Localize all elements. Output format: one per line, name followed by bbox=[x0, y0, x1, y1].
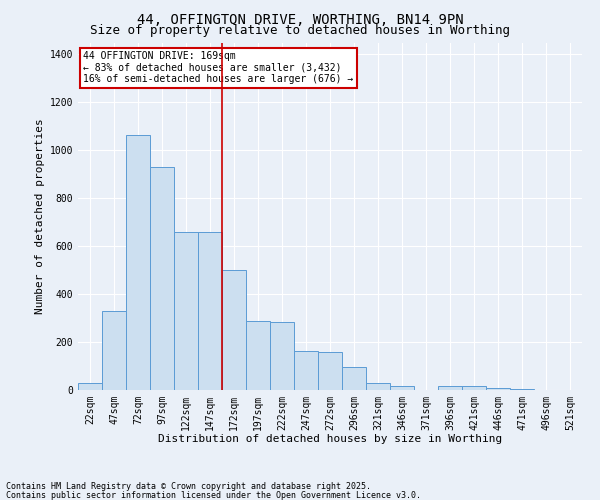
Bar bbox=[246, 320, 270, 390]
Text: Contains HM Land Registry data © Crown copyright and database right 2025.: Contains HM Land Registry data © Crown c… bbox=[6, 482, 371, 491]
Text: 44, OFFINGTON DRIVE, WORTHING, BN14 9PN: 44, OFFINGTON DRIVE, WORTHING, BN14 9PN bbox=[137, 12, 463, 26]
Bar bbox=[342, 367, 366, 390]
Y-axis label: Number of detached properties: Number of detached properties bbox=[35, 118, 46, 314]
Text: Size of property relative to detached houses in Worthing: Size of property relative to detached ho… bbox=[90, 24, 510, 37]
Bar bbox=[102, 311, 126, 390]
Bar bbox=[510, 389, 534, 390]
Bar bbox=[150, 167, 174, 390]
Bar bbox=[462, 386, 486, 390]
Bar bbox=[198, 232, 222, 390]
Bar bbox=[294, 351, 318, 390]
Bar bbox=[390, 386, 414, 390]
Bar bbox=[174, 232, 198, 390]
Bar bbox=[318, 352, 342, 390]
Text: 44 OFFINGTON DRIVE: 169sqm
← 83% of detached houses are smaller (3,432)
16% of s: 44 OFFINGTON DRIVE: 169sqm ← 83% of deta… bbox=[83, 51, 353, 84]
Bar bbox=[126, 135, 150, 390]
Bar bbox=[366, 383, 390, 390]
Bar bbox=[486, 388, 510, 390]
Bar bbox=[438, 386, 462, 390]
X-axis label: Distribution of detached houses by size in Worthing: Distribution of detached houses by size … bbox=[158, 434, 502, 444]
Bar bbox=[222, 270, 246, 390]
Bar bbox=[270, 322, 294, 390]
Text: Contains public sector information licensed under the Open Government Licence v3: Contains public sector information licen… bbox=[6, 490, 421, 500]
Bar bbox=[78, 383, 102, 390]
